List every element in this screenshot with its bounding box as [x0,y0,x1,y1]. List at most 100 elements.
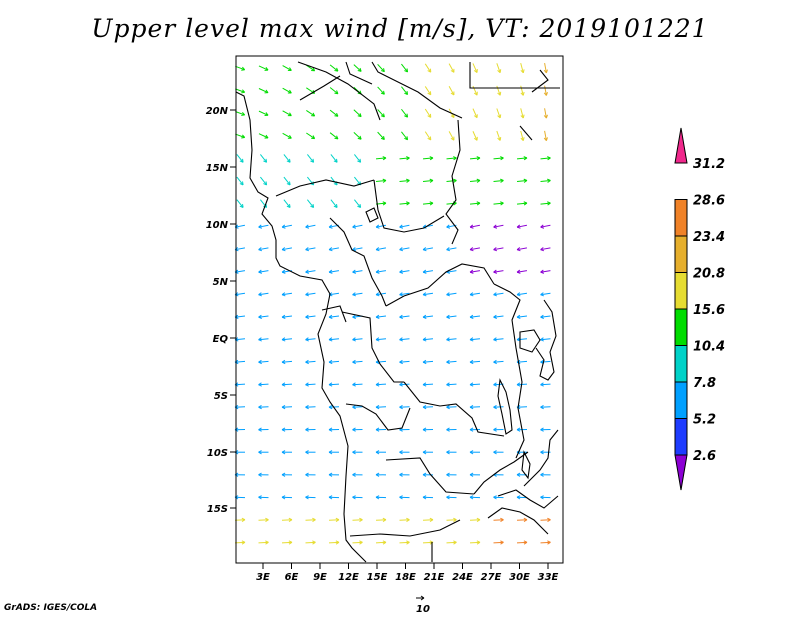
wind-arrow [329,132,339,140]
colorbar-label: 5.2 [693,413,716,428]
wind-arrow-head [258,337,262,342]
wind-arrow-head [540,292,545,297]
wind-arrow-head [305,450,309,455]
wind-arrow [283,199,291,208]
wind-arrow [493,360,504,363]
wind-arrow-head [311,112,316,117]
wind-arrow [540,224,551,228]
wind-arrow [424,108,432,118]
border-niger-nigeria [275,179,375,197]
wind-arrow [493,157,504,160]
wind-arrow-head [422,292,427,297]
wind-arrow-head [469,292,474,297]
wind-arrow [281,315,293,318]
wind-arrow-head [540,247,545,252]
wind-arrow-head [328,247,333,252]
wind-arrow [540,360,551,363]
wind-arrow-head [265,540,269,545]
wind-arrow [258,133,269,139]
wind-arrow-head [469,224,474,229]
colorbar: 2.6 5.2 7.8 10.4 15.6 20.8 23.4 28.6 31.2 [674,127,725,491]
wind-arrow-head [328,495,333,500]
wind-arrow-head [469,404,474,410]
wind-arrow-head [258,314,262,319]
wind-arrow [540,180,551,182]
wind-arrow-head [399,472,403,477]
border-mozambique [523,429,559,487]
wind-arrow [329,64,339,72]
colorbar-label: 20.8 [693,267,725,282]
wind-arrow-head [520,69,525,74]
wind-arrow-head [305,472,309,477]
wind-arrow-head [264,112,269,117]
wind-arrow-head [380,113,385,118]
wind-arrow-head [263,181,268,186]
coastlines-borders [235,61,560,563]
wind-arrow-head [493,314,497,319]
wind-arrow-head [281,404,286,410]
wind-arrow-head [241,540,246,545]
wind-arrow [446,383,457,386]
border-chad [371,61,463,119]
wind-arrow [375,180,387,182]
border-libya-egypt [469,62,560,89]
border-angola-zambia [385,457,475,495]
wind-arrow-head [469,337,474,342]
wind-arrow [258,247,269,251]
wind-arrow-head [427,68,432,73]
wind-arrow-head [287,67,292,71]
wind-arrow [281,383,293,386]
wind-arrow [424,63,432,73]
wind-arrow-head [352,269,357,274]
wind-arrow [520,63,524,73]
wind-arrow [540,157,551,160]
wind-arrow [282,87,292,94]
wind-arrow [352,247,363,251]
colorbar-segment [674,199,688,237]
wind-arrow [399,224,410,228]
wind-arrow-head [516,472,521,477]
wind-arrow-head [305,292,310,297]
wind-arrow-head [476,201,481,206]
wind-arrow-head [493,382,497,387]
wind-arrow [469,157,481,160]
wind-arrow-head [258,495,262,500]
wind-arrow-head [399,450,403,455]
wind-arrow-head [281,224,286,229]
wind-arrow-head [540,314,544,319]
wind-arrow [352,270,363,273]
wind-arrow-head [352,472,356,477]
wind-arrow [422,202,434,205]
wind-arrow-head [540,224,545,229]
wind-arrow [496,108,501,119]
wind-arrow [328,338,340,341]
wind-arrow [305,360,316,363]
wind-arrow [544,85,547,96]
wind-arrow [352,224,363,228]
wind-arrow [472,108,478,118]
wind-arrow-head [333,158,338,163]
wind-arrow [469,270,481,273]
lon-label: 9E [313,572,327,583]
wind-arrow-head [446,495,450,500]
wind-arrow [305,270,316,273]
wind-arrow-head [288,540,293,545]
wind-arrow-head [543,137,548,142]
wind-arrow-head [500,540,504,545]
wind-arrow-head [399,495,403,500]
wind-arrow-head [335,517,340,523]
wind-arrow [330,176,338,186]
wind-arrow-head [375,247,380,252]
wind-arrow [306,64,315,72]
wind-arrow-head [352,359,356,365]
wind-arrow-head [523,178,528,183]
wind-arrow-head [241,111,246,116]
border-drc-south [403,381,505,437]
wind-arrow-head [281,314,286,319]
wind-arrow-head [281,472,286,477]
wind-arrow [282,224,292,228]
wind-arrow [235,133,245,138]
wind-arrow [377,63,385,73]
wind-arrow-head [258,472,262,477]
colorbar-label: 28.6 [693,194,725,209]
